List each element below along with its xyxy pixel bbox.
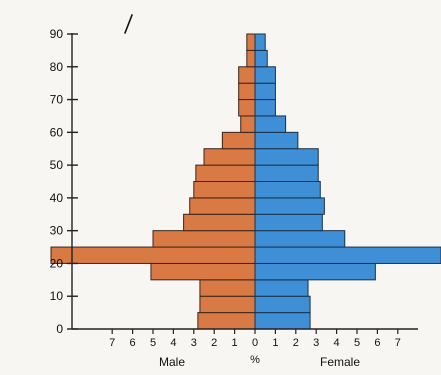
male-bar — [195, 164, 256, 183]
x-axis-tick-label: 2 — [211, 337, 217, 349]
male-bar — [240, 115, 256, 133]
female-bar — [254, 131, 299, 150]
x-axis-tick-label: 5 — [354, 337, 360, 349]
x-axis-tick-label: 3 — [191, 337, 197, 349]
male-bar — [238, 82, 256, 101]
x-axis-tick-label: 5 — [150, 337, 156, 349]
female-bar — [254, 148, 319, 166]
male-bar — [183, 213, 256, 232]
female-bar — [254, 33, 266, 51]
female-bar — [254, 295, 311, 314]
female-bar — [254, 246, 441, 264]
female-bar — [254, 164, 319, 183]
y-axis-tick-label: 50 — [50, 158, 64, 172]
y-axis-tick-label: 60 — [50, 125, 64, 139]
male-bar — [246, 49, 256, 68]
male-bar — [221, 131, 256, 150]
male-bar — [199, 295, 256, 314]
x-axis-tick-label: 1 — [272, 337, 278, 349]
female-bar — [254, 279, 309, 297]
male-bar — [197, 312, 256, 330]
male-bar — [150, 262, 256, 281]
x-axis-tick-label: 2 — [293, 337, 299, 349]
x-axis-tick-label: 7 — [395, 337, 401, 349]
y-axis-tick-label: 40 — [50, 191, 64, 205]
y-axis-tick-label: 90 — [50, 27, 64, 41]
x-axis-tick-label: 0 — [252, 337, 258, 349]
female-bar — [254, 181, 321, 199]
male-axis-label: Male — [159, 355, 185, 369]
female-bar — [254, 213, 323, 232]
female-bar — [254, 66, 276, 84]
male-bar — [238, 66, 256, 84]
female-bar — [254, 262, 376, 281]
y-axis-tick-label: 0 — [56, 322, 63, 336]
male-bar — [203, 148, 256, 166]
male-bar — [238, 99, 256, 117]
x-axis-tick-label: 3 — [313, 337, 319, 349]
percent-axis-label: % — [250, 354, 260, 366]
female-bar — [254, 312, 311, 330]
y-axis-tick-label: 20 — [50, 256, 64, 270]
y-axis-tick-label: 70 — [50, 93, 64, 107]
female-bar — [254, 197, 325, 215]
female-bar — [254, 49, 268, 68]
y-axis-tick-label: 30 — [50, 224, 64, 238]
female-bar — [254, 230, 346, 248]
x-axis-tick-label: 6 — [374, 337, 380, 349]
male-bar — [152, 230, 256, 248]
y-axis-tick-label: 80 — [50, 60, 64, 74]
male-bar — [199, 279, 256, 297]
x-axis-tick-label: 1 — [232, 337, 238, 349]
x-axis-tick-label: 4 — [334, 337, 340, 349]
female-bar — [254, 115, 287, 133]
female-bar — [254, 82, 276, 101]
x-axis-tick-label: 6 — [130, 337, 136, 349]
x-axis-tick-label: 4 — [170, 337, 176, 349]
male-bar — [189, 197, 256, 215]
male-bar — [193, 181, 256, 199]
male-bar — [246, 33, 256, 51]
female-bar — [254, 99, 276, 117]
x-axis-tick-label: 7 — [109, 337, 115, 349]
pen-mark — [124, 14, 133, 34]
male-bar — [50, 246, 256, 264]
y-axis-tick-label: 10 — [50, 289, 64, 303]
female-axis-label: Female — [320, 355, 360, 369]
